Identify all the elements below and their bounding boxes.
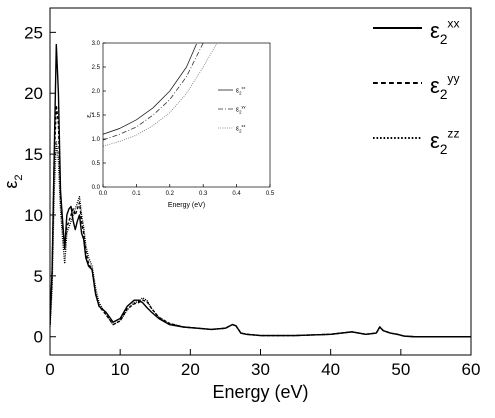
x-tick-label: 0.2: [166, 191, 175, 197]
x-tick-label: 10: [111, 360, 130, 379]
main-legend: ε2xx ε2yy ε2zz: [373, 17, 460, 158]
plot-background: [103, 43, 270, 187]
series-group: [50, 43, 471, 338]
series-line-xx: [103, 43, 197, 135]
y-tick-label: 10: [24, 206, 43, 225]
y-axis-label-group: ε2: [1, 174, 25, 188]
y-tick-label: 25: [24, 23, 43, 42]
legend-label-zz: ε2zz: [430, 127, 459, 158]
x-tick-label: 0.3: [199, 191, 208, 197]
y-tick-label: 2.5: [92, 65, 101, 71]
main-plot: 0 10 20 30 40 50 60 0 5 10 15 20 25 Energy (eV) ε2: [1, 7, 481, 402]
y-tick-label: 2.0: [92, 89, 101, 95]
x-tick-label: 0.0: [99, 191, 108, 197]
x-tick-label: 0.1: [132, 191, 141, 197]
y-tick-label: 0.5: [92, 161, 101, 167]
x-axis-label: Energy (eV): [168, 202, 205, 209]
inset-legend-label-yy: ε2yy: [236, 105, 245, 114]
y-tick-label: 15: [24, 145, 43, 164]
y-axis-label-group: ε2: [86, 112, 94, 118]
x-tick-label: 0.4: [232, 191, 241, 197]
x-tick-label: 0.5: [266, 191, 275, 197]
y-tick-label: 0: [34, 328, 43, 347]
x-tick-label: 30: [251, 360, 270, 379]
series-line-yy: [50, 104, 471, 338]
legend-label-yy: ε2yy: [430, 72, 460, 103]
x-tick-label: 60: [462, 360, 481, 379]
inset-plot: 0.0 0.1 0.2 0.3 0.4 0.5 0.0 0.5 1.0 1.5 2.0 2.5 3.0 E…: [86, 41, 275, 209]
y-tick-label: 0.0: [92, 185, 101, 191]
series-line-yy: [103, 43, 204, 141]
legend-label-xx: ε2xx: [430, 17, 459, 48]
series-group: [103, 43, 217, 147]
x-tick-label: 20: [181, 360, 200, 379]
inset-legend-label-xx: ε2xx: [236, 86, 245, 95]
series-line-zz: [50, 141, 471, 338]
inset-legend-label-zz: ε2zz: [236, 124, 245, 133]
x-tick-label: 40: [321, 360, 340, 379]
y-axis-label: ε2: [86, 112, 94, 118]
y-tick-label: 1.0: [92, 137, 101, 143]
inset-legend: ε2xx ε2yy ε2zz: [218, 86, 245, 133]
y-tick-label: 3.0: [92, 41, 101, 47]
y-tick-label: 5: [34, 267, 43, 286]
x-tick-label: 0: [45, 360, 54, 379]
y-axis-label: ε2: [1, 174, 25, 188]
x-tick-label: 50: [391, 360, 410, 379]
x-axis-label: Energy (eV): [212, 382, 308, 402]
y-tick-label: 20: [24, 84, 43, 103]
series-line-zz: [103, 43, 217, 147]
y-tick-label: 1.5: [92, 113, 101, 119]
